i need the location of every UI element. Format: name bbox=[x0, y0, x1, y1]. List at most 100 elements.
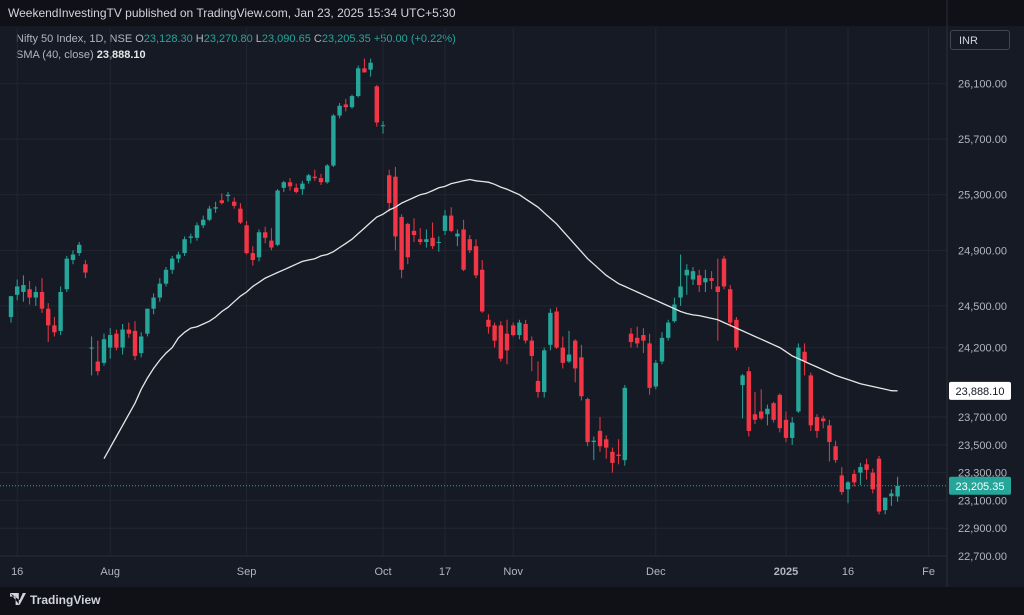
sma-value: 23,888.10 bbox=[96, 49, 146, 61]
price-tick-label: 24,200.00 bbox=[958, 343, 1007, 355]
price-axis[interactable]: 26,100.00 25,700.00 25,300.00 24,900.00 24,5… bbox=[958, 79, 1007, 563]
symbol-label[interactable]: Nifty 50 Index, 1D, NSE bbox=[16, 33, 133, 45]
candle-body bbox=[238, 208, 243, 223]
candle-body bbox=[430, 237, 435, 247]
candle-body bbox=[839, 475, 844, 493]
candle-body bbox=[163, 269, 169, 284]
publish-line: WeekendInvestingTV published on TradingV… bbox=[8, 6, 456, 20]
candle-body bbox=[449, 215, 454, 231]
candle-body bbox=[405, 223, 410, 258]
ohlc-legend: Nifty 50 Index, 1D, NSE O23,128.30 H23,2… bbox=[16, 33, 456, 45]
sma-label: SMA (40, close) bbox=[16, 49, 94, 61]
candle-body bbox=[411, 230, 417, 236]
candle-body bbox=[207, 208, 212, 220]
candle-body bbox=[883, 497, 888, 511]
candle-body bbox=[356, 68, 361, 97]
candle-body bbox=[542, 350, 547, 393]
candle-body bbox=[771, 403, 776, 420]
candle-body bbox=[77, 244, 82, 254]
candle-body bbox=[604, 439, 609, 448]
candle-body bbox=[573, 340, 578, 369]
candle-body bbox=[666, 322, 671, 338]
candle-body bbox=[473, 246, 479, 276]
sma-legend[interactable]: SMA (40, close) 23,888.10 bbox=[16, 49, 146, 61]
candle-body bbox=[845, 482, 851, 490]
candle-body bbox=[858, 467, 863, 473]
time-tick-label: Aug bbox=[100, 566, 120, 578]
candle-body bbox=[492, 325, 497, 341]
low-label: L bbox=[255, 33, 262, 45]
candle-body bbox=[250, 253, 255, 261]
candle-body bbox=[27, 289, 32, 298]
candle-body bbox=[182, 239, 187, 254]
time-tick-label: 16 bbox=[842, 566, 854, 578]
candle-body bbox=[659, 337, 665, 362]
candle-body bbox=[796, 347, 801, 412]
candle-body bbox=[486, 319, 491, 327]
candle-body bbox=[889, 493, 894, 497]
candle-body bbox=[808, 375, 813, 426]
price-tick-label: 24,500.00 bbox=[958, 301, 1007, 313]
candle-body bbox=[132, 330, 138, 356]
candle-body bbox=[331, 115, 336, 166]
candle-body bbox=[647, 343, 652, 388]
candle-body bbox=[349, 96, 355, 108]
candle-body bbox=[58, 292, 63, 331]
last-price-tag: 23,205.35 bbox=[956, 481, 1005, 493]
candle-body bbox=[176, 254, 181, 259]
candle-body bbox=[300, 183, 305, 190]
candle-body bbox=[721, 258, 727, 287]
candle-body bbox=[523, 323, 528, 341]
price-tick-label: 26,100.00 bbox=[958, 79, 1007, 91]
price-tick-label: 22,900.00 bbox=[958, 523, 1007, 535]
candle-body bbox=[275, 190, 280, 245]
time-tick-label: Dec bbox=[646, 566, 666, 578]
candle-body bbox=[616, 454, 621, 456]
tradingview-logo[interactable]: TradingView bbox=[10, 593, 100, 607]
candle-body bbox=[8, 296, 14, 318]
candle-body bbox=[628, 333, 634, 343]
candle-body bbox=[535, 380, 541, 393]
candle-body bbox=[256, 232, 262, 258]
candle-body bbox=[52, 325, 57, 333]
candle-body bbox=[368, 62, 373, 70]
candle-body bbox=[263, 232, 268, 238]
candle-body bbox=[225, 194, 231, 197]
candle-body bbox=[418, 239, 423, 242]
candle-body bbox=[312, 176, 317, 179]
candle-body bbox=[715, 286, 720, 292]
grid bbox=[0, 28, 947, 557]
high-label: H bbox=[195, 33, 204, 45]
price-tick-label: 22,700.00 bbox=[958, 551, 1007, 563]
candle-body bbox=[814, 417, 820, 431]
candle-body bbox=[684, 269, 689, 276]
candle-body bbox=[95, 361, 100, 372]
candle-body bbox=[566, 354, 572, 362]
candle-body bbox=[591, 440, 596, 443]
footer-bar bbox=[0, 587, 1024, 615]
candle-body bbox=[697, 275, 702, 286]
time-axis[interactable]: 16 Aug Sep Oct 17 Nov Dec 2025 16 Fe bbox=[11, 566, 935, 578]
candle-body bbox=[554, 311, 559, 348]
candle-body bbox=[511, 325, 516, 336]
candle-body bbox=[126, 329, 131, 334]
currency-button[interactable]: INR bbox=[950, 30, 1010, 50]
candle-body bbox=[821, 418, 826, 422]
candle-body bbox=[281, 182, 286, 188]
candle-body bbox=[585, 398, 590, 443]
candle-body bbox=[765, 408, 770, 415]
close-value: 23,205.35 bbox=[321, 33, 371, 45]
candle-body bbox=[269, 240, 274, 248]
candle-body bbox=[504, 333, 510, 351]
candlestick-chart[interactable]: 26,100.00 25,700.00 25,300.00 24,900.00 24,5… bbox=[0, 0, 1024, 587]
candle-body bbox=[89, 347, 94, 349]
candle-body bbox=[83, 264, 88, 273]
candle-body bbox=[480, 269, 485, 312]
candle-body bbox=[498, 325, 503, 359]
candle-body bbox=[678, 286, 683, 298]
candle-body bbox=[672, 304, 677, 322]
price-tick-label: 23,700.00 bbox=[958, 412, 1007, 424]
candle-body bbox=[709, 278, 714, 281]
price-tick-label: 24,900.00 bbox=[958, 245, 1007, 257]
candle-body bbox=[852, 474, 857, 483]
